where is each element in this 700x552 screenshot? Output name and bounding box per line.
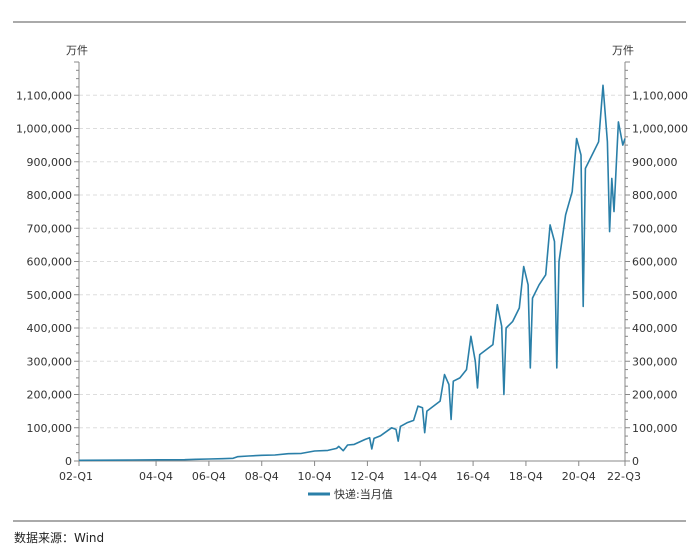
y-right-tick-label: 900,000 (632, 156, 678, 169)
y-left-tick-label: 700,000 (27, 222, 73, 235)
y-unit-right: 万件 (612, 44, 634, 57)
legend-label: 快递:当月值 (334, 487, 393, 501)
x-tick-label: 22-Q3 (607, 470, 641, 483)
y-left-tick-label: 400,000 (27, 322, 73, 335)
x-tick-label: 06-Q4 (192, 470, 226, 483)
series-layer (78, 84, 626, 462)
y-axis-right: 0 100,000 200,000 300,000 400,000 500,000 600,… (624, 61, 688, 468)
legend[interactable]: 快递:当月值 (308, 487, 393, 501)
x-tick-label: 18-Q4 (509, 470, 543, 483)
y-left-tick-label: 0 (65, 455, 72, 468)
y-left-tick-label: 500,000 (27, 289, 73, 302)
y-right-tick-label: 500,000 (632, 289, 678, 302)
x-tick-label: 08-Q4 (245, 470, 279, 483)
y-right-tick-label: 1,100,000 (632, 89, 688, 102)
x-tick-label: 16-Q4 (456, 470, 490, 483)
y-left-tick-label: 800,000 (27, 189, 73, 202)
x-axis: 02-Q1 04-Q4 06-Q4 08-Q4 10-Q4 12-Q4 14-Q4 16-Q4… (59, 460, 641, 483)
y-left-tick-label: 1,100,000 (16, 89, 72, 102)
series-line-0 (78, 84, 626, 462)
y-right-tick-label: 0 (632, 455, 639, 468)
x-tick-label: 10-Q4 (298, 470, 332, 483)
y-left-tick-label: 200,000 (27, 389, 73, 402)
source-note: 数据来源：Wind (14, 531, 105, 545)
y-right-tick-label: 300,000 (632, 355, 678, 368)
y-left-tick-label: 900,000 (27, 156, 73, 169)
y-right-tick-label: 600,000 (632, 256, 678, 269)
x-tick-label: 14-Q4 (403, 470, 437, 483)
grid-lines (79, 94, 625, 429)
y-right-tick-label: 700,000 (632, 222, 678, 235)
x-tick-label: 04-Q4 (139, 470, 173, 483)
y-left-tick-label: 300,000 (27, 355, 73, 368)
y-right-tick-label: 200,000 (632, 389, 678, 402)
y-left-tick-label: 1,000,000 (16, 123, 72, 136)
y-right-tick-label: 1,000,000 (632, 123, 688, 136)
x-tick-label: 02-Q1 (59, 470, 93, 483)
y-right-tick-label: 400,000 (632, 322, 678, 335)
y-axis-left: 0 100,000 200,000 300,000 400,000 500,000 600,… (16, 61, 80, 468)
y-left-tick-label: 600,000 (27, 256, 73, 269)
y-left-tick-label: 100,000 (27, 422, 73, 435)
y-unit-left: 万件 (66, 44, 88, 57)
y-right-tick-label: 100,000 (632, 422, 678, 435)
x-tick-label: 20-Q4 (562, 470, 596, 483)
y-right-tick-label: 800,000 (632, 189, 678, 202)
x-tick-label: 12-Q4 (350, 470, 384, 483)
